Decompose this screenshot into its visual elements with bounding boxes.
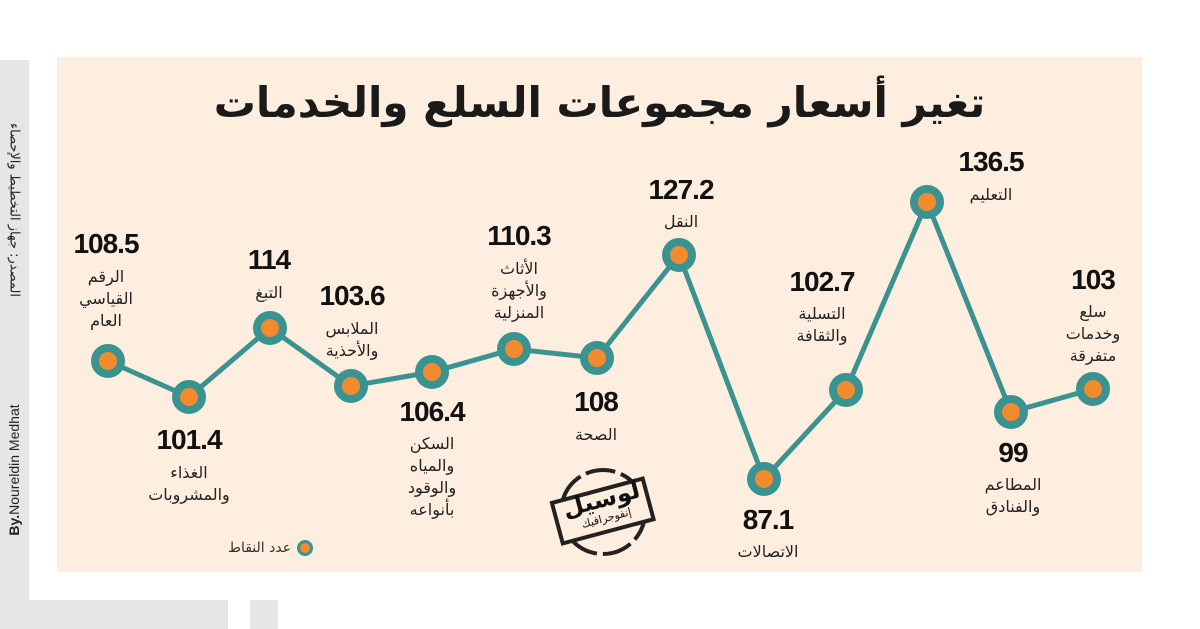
- category-label: الملابس والأحذية: [325, 319, 379, 360]
- sidebar-strip: [0, 60, 29, 600]
- category-label: النقل: [663, 212, 699, 231]
- value-label: 87.1: [742, 504, 794, 535]
- value-label: 106.4: [399, 396, 465, 427]
- value-label: 102.7: [789, 266, 855, 297]
- category-label: الأثاث والأجهزة المنزلية: [491, 259, 547, 322]
- legend-marker-icon: [297, 540, 314, 556]
- chart-legend: عدد النقاط: [228, 540, 314, 556]
- value-label: 101.4: [156, 424, 222, 455]
- legend-label: عدد النقاط: [228, 540, 292, 556]
- category-label: سلع وخدمات متفرقة: [1065, 302, 1121, 365]
- value-label: 136.5: [958, 146, 1024, 177]
- category-label: التبغ: [255, 283, 283, 302]
- stamp-icon: [549, 468, 657, 556]
- category-label: التسلية والثقافة: [796, 304, 848, 345]
- category-label: الغذاء والمشروبات: [148, 463, 230, 504]
- chart-panel: [57, 57, 1142, 572]
- footer-block: [250, 600, 278, 629]
- value-label: 114: [247, 244, 291, 275]
- category-label: الصحة: [574, 425, 618, 444]
- value-label: 108: [574, 386, 619, 417]
- category-label: التعليم: [969, 185, 1013, 204]
- category-label: المطاعم والفنادق: [984, 475, 1042, 516]
- value-label: 110.3: [487, 220, 552, 251]
- data-markers: [91, 185, 1110, 496]
- value-label: 103: [1071, 264, 1116, 295]
- value-label: 103.6: [319, 280, 385, 311]
- category-label: السكن والمياه والوقود بأنواعه: [407, 434, 457, 519]
- category-label: الرقم القياسي العام: [79, 267, 133, 330]
- value-label: 108.5: [73, 228, 139, 259]
- footer-bar: [0, 600, 228, 629]
- value-label: 99: [998, 437, 1028, 468]
- value-label: 127.2: [648, 174, 714, 205]
- brand-stamp-logo: لوسيل إنفوجرافيك: [548, 464, 658, 559]
- chart-title: تغير أسعار مجموعات السلع والخدمات: [213, 78, 986, 127]
- category-label: الاتصالات: [737, 542, 799, 561]
